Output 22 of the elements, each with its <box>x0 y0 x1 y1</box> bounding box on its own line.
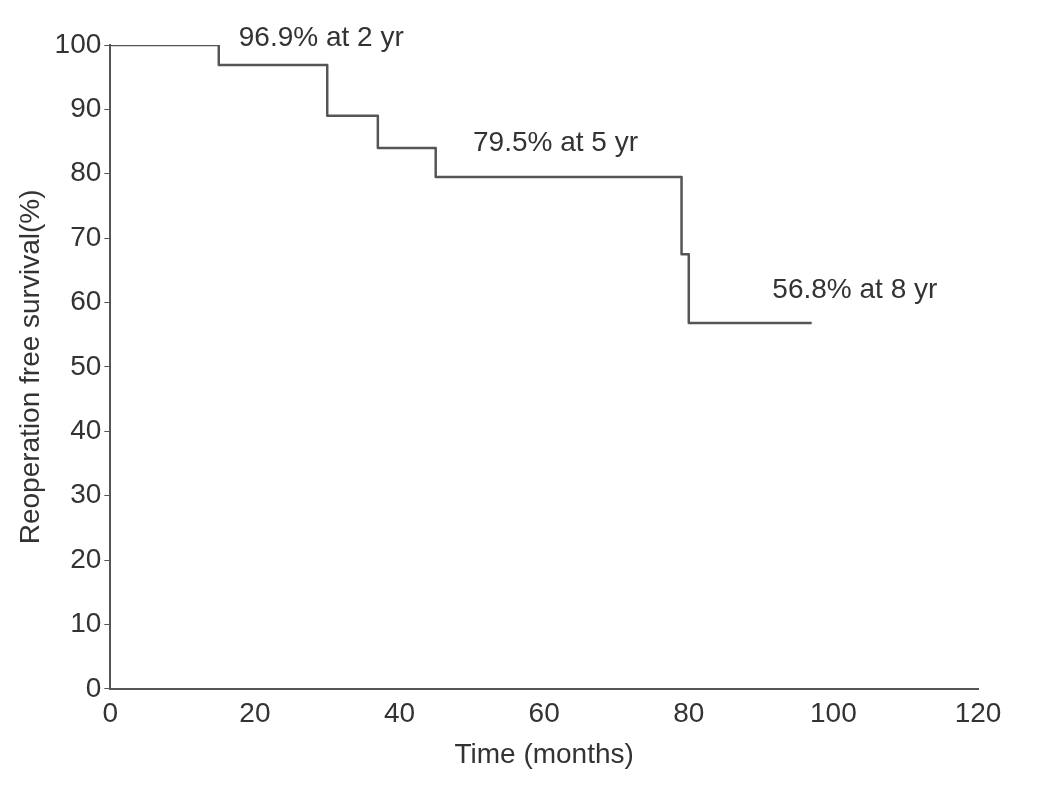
x-tick-label: 40 <box>383 697 416 729</box>
annotation: 56.8% at 8 yr <box>772 273 938 305</box>
y-tick-label: 50 <box>70 349 102 381</box>
y-tick-label: 20 <box>70 542 102 574</box>
y-tick-label: 40 <box>70 414 102 445</box>
y-tick-label: 0 <box>85 671 102 703</box>
x-tick-label: 60 <box>528 697 560 729</box>
annotation: 79.5% at 5 yr <box>473 125 638 157</box>
x-axis-title: Time (months) <box>454 737 634 769</box>
y-tick-label: 10 <box>70 607 102 639</box>
y-tick-label: 80 <box>70 156 102 188</box>
x-tick-label: 120 <box>954 697 1002 729</box>
annotation: 96.9% at 2 yr <box>238 21 404 53</box>
y-tick-label: 100 <box>54 27 102 59</box>
y-tick-label: 60 <box>70 285 102 317</box>
x-tick-label: 80 <box>673 697 705 729</box>
x-tick-label: 20 <box>239 697 271 729</box>
x-tick-label: 100 <box>810 697 857 729</box>
y-tick-label: 70 <box>70 220 102 252</box>
y-tick-label: 90 <box>70 92 102 124</box>
y-tick-label: 30 <box>70 478 102 510</box>
y-axis-title: Reoperation free survival(%) <box>13 189 45 545</box>
